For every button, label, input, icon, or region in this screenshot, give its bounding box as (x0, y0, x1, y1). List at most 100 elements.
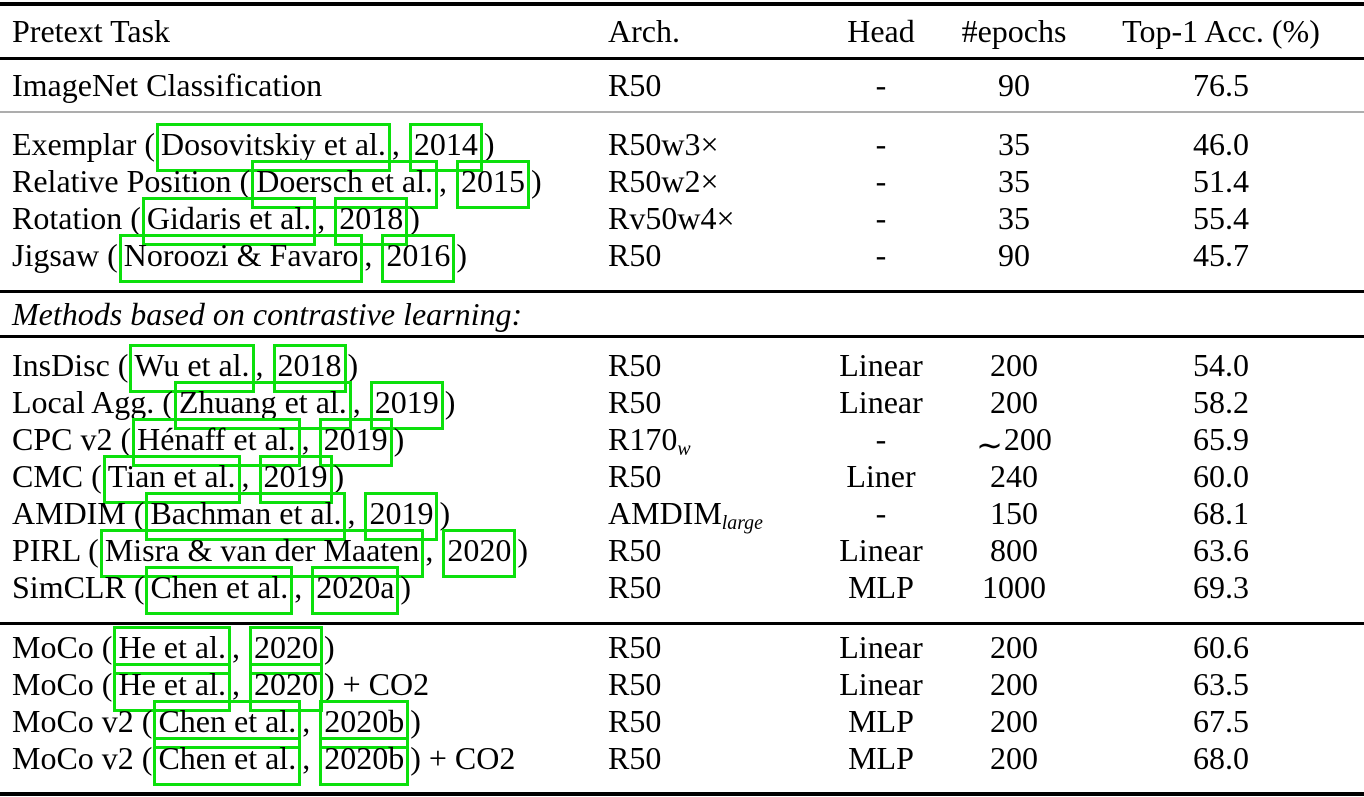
head-cell: - (875, 67, 887, 103)
arch-name: R50 (608, 666, 662, 702)
head-cell: Linear (839, 532, 923, 568)
citation-separator: , (364, 237, 381, 273)
citation-link-year[interactable]: 2020b (319, 737, 410, 786)
citation-link-year[interactable]: 2018 (272, 344, 347, 393)
citation-link-year[interactable]: 2020a (311, 566, 400, 615)
task-text-suffix: ) (531, 163, 542, 199)
citation-separator: , (231, 629, 248, 665)
citation-link-authors[interactable]: Misra & van der Maaten (99, 529, 425, 578)
column-header-pretext-task: Pretext Task (12, 13, 171, 49)
citation-link-authors[interactable]: Gidaris et al. (141, 197, 317, 246)
accuracy-cell: 68.0 (1193, 740, 1249, 776)
citation-link-authors[interactable]: Noroozi & Favaro (118, 234, 364, 283)
citation-separator: , (302, 703, 319, 739)
citation-link-year[interactable]: 2020 (248, 663, 323, 712)
arch-name: R50 (608, 384, 662, 420)
task-text-suffix: ) (323, 629, 335, 665)
table-row: Relative Position (Doersch et al., 2015)… (0, 160, 1364, 209)
arch-name: AMDIM (608, 495, 722, 531)
citation-separator: , (352, 384, 369, 420)
head-cell: - (875, 237, 887, 273)
citation-link-authors[interactable]: Chen et al. (153, 737, 302, 786)
section-pretext-tasks: Exemplar (Dosovitskiy et al., 2014) R50w3… (0, 113, 1364, 290)
pretext-task-cell: AMDIM (Bachman et al., 2019) (0, 492, 608, 541)
arch-name: R50 (608, 629, 662, 665)
arch-name: R50 (608, 703, 662, 739)
citation-link-authors[interactable]: Wu et al. (129, 344, 255, 393)
citation-link-year[interactable]: 2020b (319, 700, 410, 749)
epochs-value: 35 (998, 163, 1030, 199)
citation-link-authors[interactable]: Chen et al. (153, 700, 302, 749)
column-header-epochs: #epochs (961, 13, 1067, 49)
task-text-suffix: ) (393, 421, 405, 457)
arch-cell: R50 (608, 569, 812, 606)
citation-link-authors[interactable]: Hénaff et al. (132, 418, 301, 467)
citation-link-year[interactable]: 2016 (381, 234, 456, 283)
accuracy-cell: 76.5 (1193, 67, 1249, 103)
arch-cell: R50 (608, 458, 812, 495)
table-rule (0, 57, 1364, 60)
citation-separator: , (302, 740, 319, 776)
citation-link-year[interactable]: 2019 (369, 381, 444, 430)
citation-link-year[interactable]: 2018 (334, 197, 409, 246)
epochs-cell: ∼200 (950, 421, 1078, 463)
citation-link-authors[interactable]: He et al. (113, 626, 231, 675)
arch-name: R50 (608, 569, 662, 605)
citation-link-authors[interactable]: Dosovitskiy et al. (156, 123, 391, 172)
arch-cell: R50 (608, 532, 812, 569)
arch-cell: R50 (608, 740, 812, 777)
arch-subscript: large (721, 511, 763, 534)
citation-link-year[interactable]: 2020 (442, 529, 517, 578)
epochs-value: 35 (998, 200, 1030, 236)
citation-link-authors[interactable]: Tian et al. (102, 455, 241, 504)
epochs-value: 200 (990, 347, 1038, 383)
table-top-rule (0, 2, 1364, 6)
epochs-cell: 35 (950, 163, 1078, 200)
citation-separator: , (391, 126, 408, 162)
accuracy-cell: 51.4 (1193, 163, 1249, 199)
citation-link-authors[interactable]: Zhuang et al. (173, 381, 352, 430)
citation-link-authors[interactable]: Doersch et al. (251, 160, 439, 209)
task-text: Exemplar ( (12, 126, 156, 162)
arch-name: R50 (608, 740, 662, 776)
table-row: Rotation (Gidaris et al., 2018) Rv50w4× -3… (0, 197, 1364, 246)
accuracy-cell: 55.4 (1193, 200, 1249, 236)
citation-link-year[interactable]: 2019 (318, 418, 393, 467)
arch-cell: R50 (608, 666, 812, 703)
citation-separator: , (439, 163, 456, 199)
accuracy-cell: 69.3 (1193, 569, 1249, 605)
task-text-suffix: ) (439, 495, 451, 531)
pretext-task-cell: MoCo (He et al., 2020) + CO2 (0, 663, 608, 712)
citation-link-year[interactable]: 2019 (364, 492, 439, 541)
accuracy-cell: 46.0 (1193, 126, 1249, 162)
arch-cell: R50 (608, 237, 812, 274)
table-bottom-rule (0, 792, 1364, 796)
citation-separator: , (294, 569, 311, 605)
task-text-suffix: ) (483, 126, 495, 162)
arch-cell: R50 (608, 703, 812, 740)
citation-link-year[interactable]: 2014 (408, 123, 483, 172)
arch-name: R50w3× (608, 126, 719, 162)
citation-link-authors[interactable]: Bachman et al. (145, 492, 347, 541)
task-text: Jigsaw ( (12, 237, 118, 273)
head-cell: Linear (839, 384, 923, 420)
citation-link-authors[interactable]: He et al. (113, 663, 231, 712)
head-cell: MLP (848, 569, 914, 605)
citation-link-year[interactable]: 2020 (248, 626, 323, 675)
accuracy-cell: 68.1 (1193, 495, 1249, 531)
accuracy-cell: 63.6 (1193, 532, 1249, 568)
citation-link-year[interactable]: 2015 (456, 160, 531, 209)
citation-link-year[interactable]: 2019 (258, 455, 333, 504)
citation-separator: , (231, 666, 248, 702)
accuracy-cell: 58.2 (1193, 384, 1249, 420)
task-text-suffix: ) + CO2 (410, 740, 516, 776)
table-row: AMDIM (Bachman et al., 2019) AMDIMlarge -1… (0, 492, 1364, 541)
arch-cell: R170w (608, 421, 812, 460)
pretext-task-cell: Jigsaw (Noroozi & Favaro, 2016) (0, 234, 608, 283)
citation-link-authors[interactable]: Chen et al. (145, 566, 294, 615)
task-text: CPC v2 ( (12, 421, 132, 457)
column-header-head: Head (847, 13, 915, 49)
accuracy-cell: 45.7 (1193, 237, 1249, 273)
accuracy-cell: 63.5 (1193, 666, 1249, 702)
pretext-task-cell: MoCo v2 (Chen et al., 2020b) + CO2 (0, 737, 608, 786)
